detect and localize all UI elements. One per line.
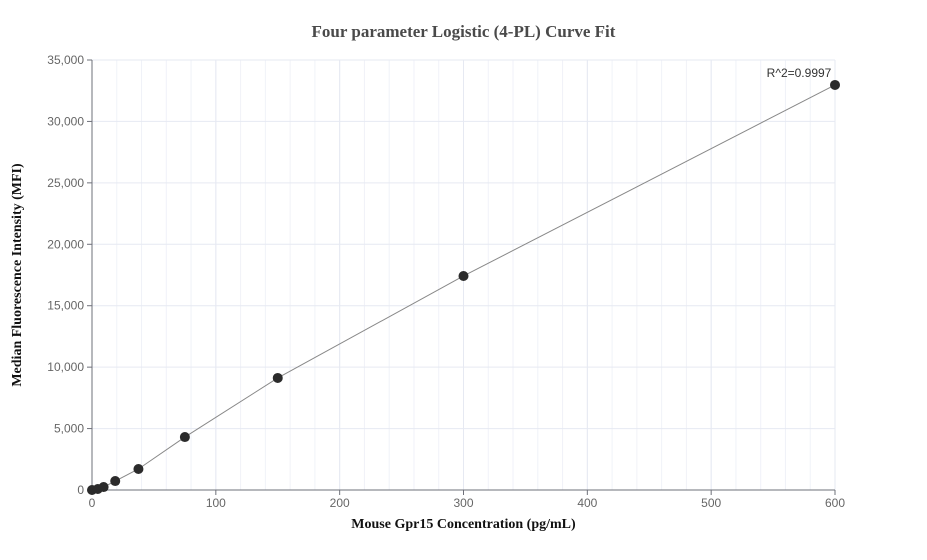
data-point [179,432,190,443]
x-tick-label: 0 [89,496,96,510]
data-point [830,79,840,90]
y-tick-label: 25,000 [47,176,84,190]
x-tick-label: 200 [330,496,350,510]
y-tick-label: 5,000 [54,422,84,436]
data-point [133,463,144,474]
data-point [272,372,283,383]
y-tick-label: 30,000 [47,114,84,128]
data-point [98,482,109,493]
y-tick-label: 0 [77,483,84,497]
y-tick-label: 20,000 [47,237,84,251]
x-tick-label: 400 [577,496,597,510]
data-point [110,476,121,487]
y-tick-label: 35,000 [47,53,84,67]
y-tick-label: 10,000 [47,360,84,374]
chart-title: Four parameter Logistic (4-PL) Curve Fit [311,22,616,41]
data-point [458,270,469,281]
x-axis-title: Mouse Gpr15 Concentration (pg/mL) [351,517,576,532]
x-tick-label: 100 [206,496,226,510]
x-tick-label: 500 [701,496,721,510]
r-squared-label: R^2=0.9997 [767,66,832,80]
y-tick-label: 15,000 [47,299,84,313]
x-tick-label: 600 [825,496,845,510]
x-tick-label: 300 [453,496,473,510]
